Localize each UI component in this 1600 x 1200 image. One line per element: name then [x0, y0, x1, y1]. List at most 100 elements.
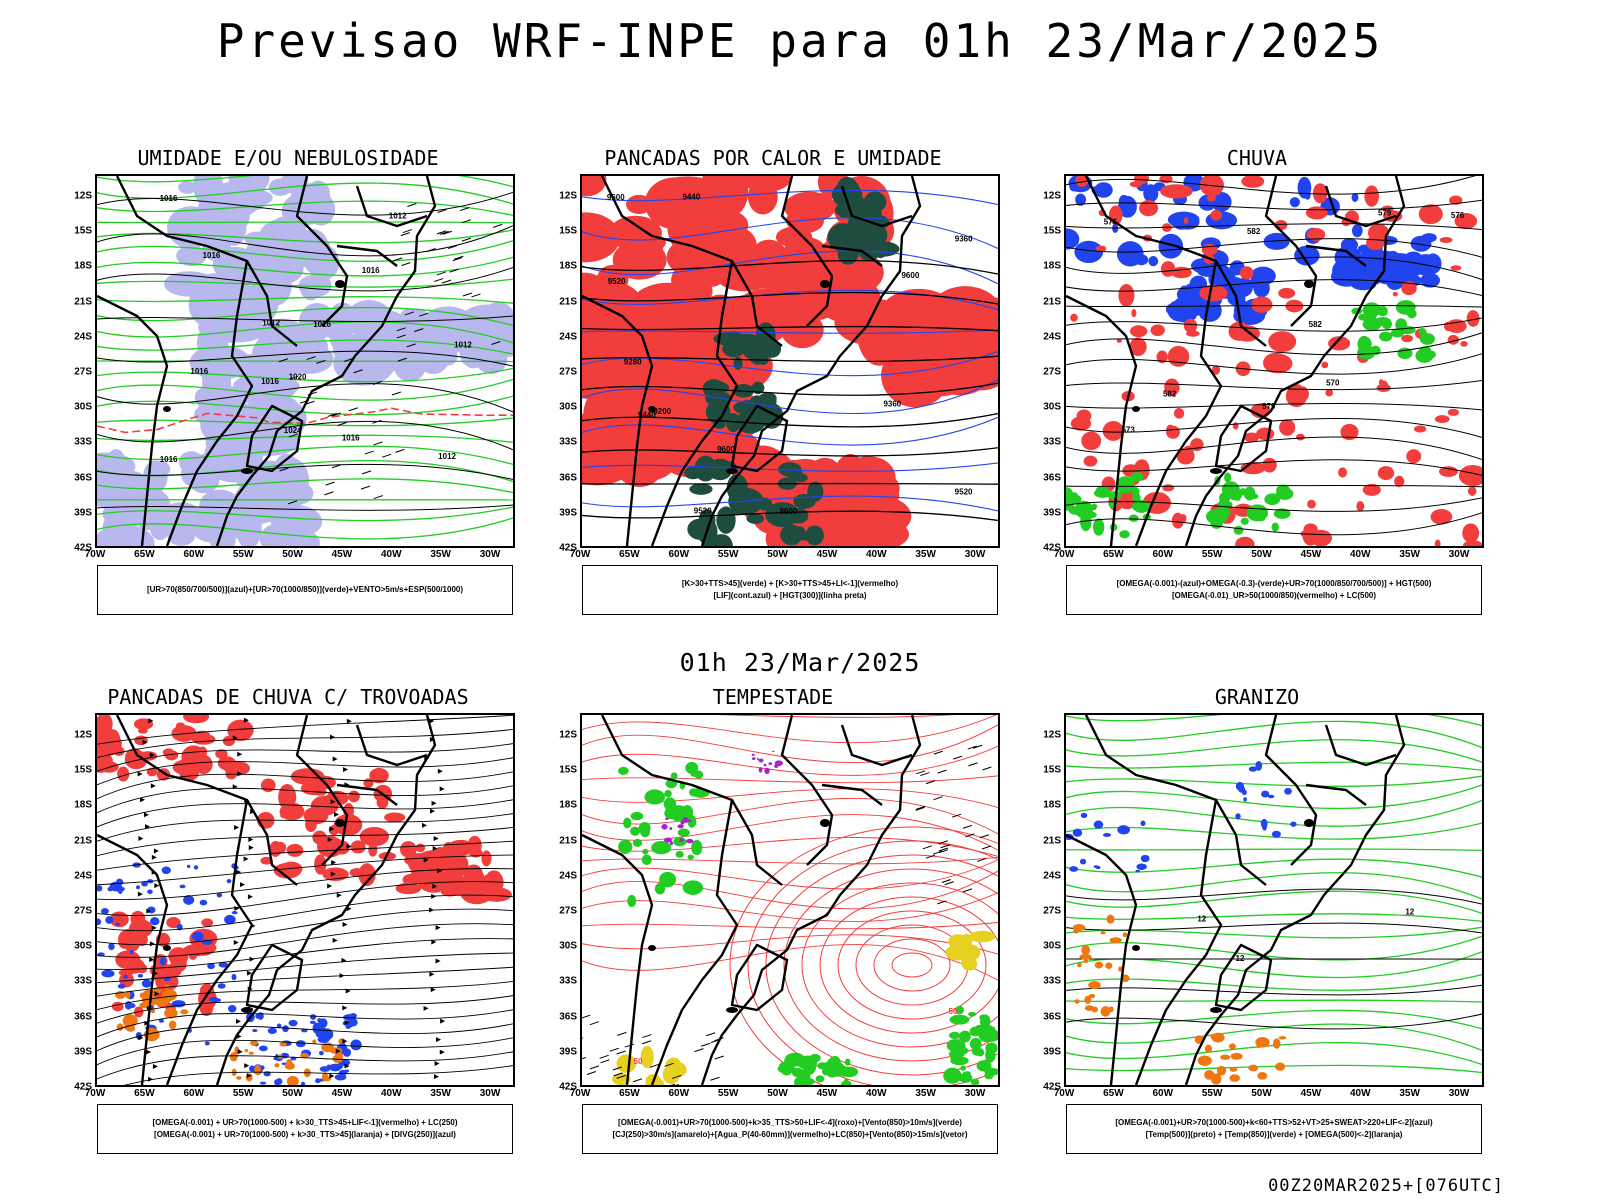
- latitude-tick-label: 30S: [74, 940, 92, 952]
- longitude-tick-label: 60W: [183, 549, 205, 560]
- longitude-tick-label: 30W: [479, 549, 501, 560]
- contour-label: 1016: [342, 434, 360, 443]
- geography-borders: [582, 176, 922, 546]
- longitude-tick-label: 45W: [331, 1088, 353, 1099]
- main-title: Previsao WRF-INPE para 01h 23/Mar/2025: [216, 14, 1384, 68]
- longitude-tick-label: 65W: [1103, 1088, 1124, 1099]
- latitude-tick-label: 24S: [559, 870, 577, 882]
- longitude-tick-label: 70W: [569, 1088, 591, 1099]
- panel-title: CHUVA: [1226, 146, 1288, 170]
- legend-line: [OMEGA(-0.01)_UR>50(1000/850)(vermelho) …: [1171, 591, 1377, 600]
- longitude-tick-label: 40W: [1349, 1088, 1371, 1099]
- contour-label: 579: [1262, 402, 1276, 411]
- longitude-tick-label: 35W: [1399, 1088, 1420, 1099]
- latitude-axis: 12S 15S 18S 21S 24S 27S 30S 33S 36S 39S 42S: [1027, 713, 1063, 1093]
- valid-time-subtitle: 01h 23/Mar/2025: [679, 648, 921, 677]
- contour-label: 9360: [883, 399, 901, 408]
- latitude-tick-label: 18S: [559, 799, 577, 811]
- wind-vectors: [278, 356, 407, 505]
- panel-title: PANCADAS POR CALOR E UMIDADE: [604, 146, 942, 170]
- contour-label: 573: [1121, 425, 1135, 434]
- humidity-850-500-fill: [97, 176, 513, 546]
- lc850-contours: [582, 715, 998, 981]
- longitude-tick-label: 40W: [380, 549, 402, 560]
- longitude-tick-label: 60W: [183, 1088, 205, 1099]
- contour-label: 9280: [624, 358, 642, 367]
- legend-box: [K>30+TTS>45](verde) + [K>30+TTS>45+LI<-…: [582, 565, 998, 615]
- latitude-tick-label: 21S: [74, 296, 92, 308]
- map-frame: [95, 713, 515, 1087]
- panel-pancadas-trovoadas: PANCADAS DE CHUVA C/ TROVOADAS 12S 15S 18S 2…: [58, 685, 518, 1155]
- contour-label: 9440: [682, 192, 700, 201]
- legend-box: [OMEGA(-0.001)+UR>70(1000-500)+k<60+TTS>…: [1066, 1104, 1482, 1154]
- longitude-axis: 70W 65W 60W 55W 50W 45W 40W 35W 30W: [570, 1087, 1000, 1101]
- longitude-tick-label: 30W: [1448, 549, 1470, 560]
- latitude-tick-label: 30S: [1043, 940, 1061, 952]
- latitude-tick-label: 36S: [1043, 1011, 1061, 1023]
- latitude-tick-label: 27S: [74, 905, 92, 917]
- map-canvas: 12 12 12: [1066, 715, 1482, 1085]
- lakes: [648, 819, 830, 1013]
- longitude-axis: 70W 65W 60W 55W 50W 45W 40W 35W 30W: [570, 548, 1000, 562]
- longitude-tick-label: 35W: [430, 549, 451, 560]
- latitude-tick-label: 21S: [559, 835, 577, 847]
- map-frame: 1016 1012 1016 1016 1012 1012 1016 1016 1016 1012…: [95, 174, 515, 548]
- map-canvas: 9600 9600 9600 9600 9520 9520 9520 9440 9440 9360…: [582, 176, 998, 546]
- legend-line: [OMEGA(-0.001) + UR>70(1000-500) + k>30_…: [154, 1130, 456, 1139]
- wind-vectors-ne: [915, 744, 992, 905]
- latitude-tick-label: 30S: [74, 401, 92, 413]
- map-frame: 12 12 12: [1064, 713, 1484, 1087]
- latitude-axis: 12S 15S 18S 21S 24S 27S 30S 33S 36S 39S 42S: [543, 713, 579, 1093]
- legend-box: [UR>70(850/700/500)](azul)+[UR>70(1000/8…: [97, 565, 513, 615]
- longitude-tick-label: 60W: [1152, 549, 1174, 560]
- latitude-tick-label: 12S: [1043, 729, 1061, 741]
- contour-label: 1024: [284, 426, 302, 435]
- contour-label: 12: [1197, 915, 1206, 924]
- latitude-tick-label: 33S: [74, 975, 92, 987]
- longitude-tick-label: 65W: [619, 1088, 640, 1099]
- contour-label: 1016: [203, 251, 221, 260]
- contour-label: 9600: [901, 271, 919, 280]
- map-frame: 582 582 579 582 576 579 576 573 570: [1064, 174, 1484, 548]
- longitude-tick-label: 55W: [717, 549, 739, 560]
- longitude-tick-label: 45W: [816, 1088, 838, 1099]
- panel-chuva: CHUVA 12S 15S 18S 21S 24S 27S 30S 33S 36S 39S 42S 58…: [1027, 146, 1487, 616]
- run-stamp: 00Z20MAR2025+[076UTC]: [1268, 1176, 1504, 1196]
- contour-label: 582: [1309, 320, 1323, 329]
- latitude-tick-label: 36S: [559, 472, 577, 484]
- longitude-tick-label: 55W: [1201, 1088, 1223, 1099]
- contour-label: 9200: [653, 407, 671, 416]
- legend-line: [OMEGA(-0.001)+UR>70(1000-500)+k<60+TTS>…: [1115, 1118, 1433, 1127]
- latitude-tick-label: 36S: [74, 472, 92, 484]
- panel-title: TEMPESTADE: [712, 685, 834, 709]
- contour-label: 9600: [717, 445, 735, 454]
- latitude-tick-label: 42S: [1043, 542, 1061, 554]
- contour-label: 576: [1451, 211, 1465, 220]
- legend-line: [Temp(500)](preto) + [Temp(850)](verde) …: [1145, 1130, 1403, 1139]
- legend-box: [OMEGA(-0.001)-(azul)+OMEGA(-0.3)-(verde…: [1066, 565, 1482, 615]
- latitude-tick-label: 15S: [1043, 225, 1061, 237]
- longitude-tick-label: 45W: [1300, 549, 1322, 560]
- latitude-tick-label: 30S: [559, 940, 577, 952]
- pressure-isobars: [97, 191, 513, 511]
- longitude-tick-label: 60W: [668, 549, 690, 560]
- contour-label: 582: [1163, 389, 1177, 398]
- contour-label: 9600: [779, 507, 797, 516]
- contour-label: 9360: [955, 234, 973, 243]
- latitude-tick-label: 39S: [559, 507, 577, 519]
- latitude-axis: 12S 15S 18S 21S 24S 27S 30S 33S 36S 39S 42S: [58, 713, 94, 1093]
- latitude-tick-label: 33S: [559, 975, 577, 987]
- contour-label: 570: [1326, 379, 1340, 388]
- divergence-blue: [97, 862, 362, 1085]
- longitude-tick-label: 30W: [964, 1088, 986, 1099]
- longitude-tick-label: 50W: [767, 1088, 788, 1099]
- contour-label: 1012: [454, 340, 472, 349]
- longitude-tick-label: 30W: [479, 1088, 501, 1099]
- longitude-tick-label: 65W: [619, 549, 640, 560]
- longitude-axis: 70W 65W 60W 55W 50W 45W 40W 35W 30W: [1054, 1087, 1484, 1101]
- panel-pancadas-calor: PANCADAS POR CALOR E UMIDADE 12S 15S 18S 21S…: [543, 146, 1003, 616]
- geography-borders: [97, 715, 437, 1085]
- map-frame: 50 50: [580, 713, 1000, 1087]
- jet-yellow: [612, 930, 996, 1085]
- geography-borders: [97, 176, 437, 546]
